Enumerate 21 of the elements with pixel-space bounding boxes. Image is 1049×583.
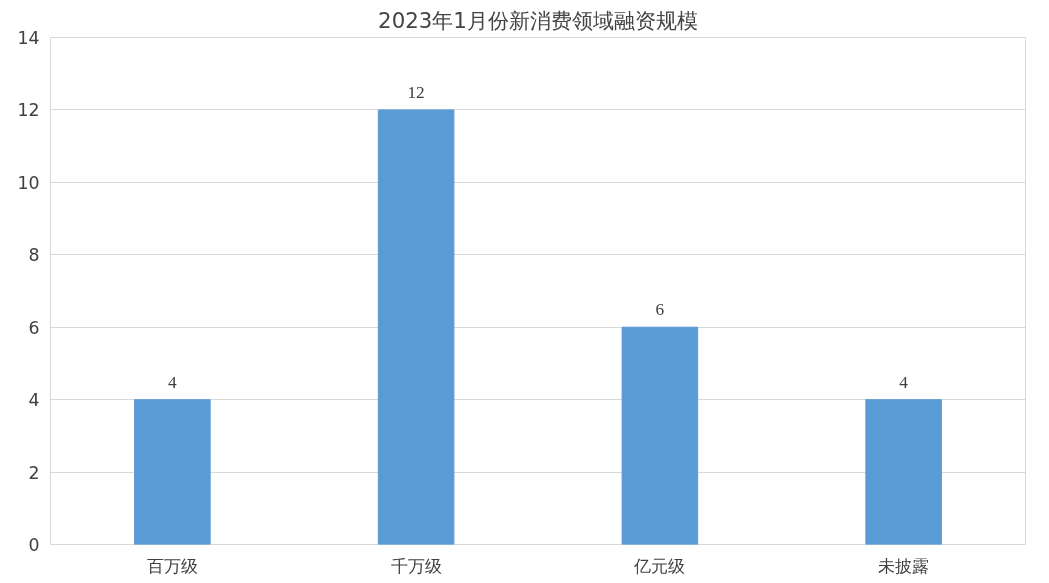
y-tick-label: 0 <box>28 535 40 555</box>
y-tick-label: 6 <box>28 317 40 338</box>
chart-title: 2023年1月份新消费领域融资规模 <box>378 7 698 33</box>
y-tick-label: 2 <box>28 462 40 483</box>
data-label: 4 <box>899 372 909 392</box>
x-tick-label: 百万级 <box>146 555 198 576</box>
bar <box>621 326 699 545</box>
bar <box>377 109 455 545</box>
data-label: 12 <box>407 82 425 102</box>
y-tick-label: 14 <box>17 28 40 48</box>
y-tick-label: 8 <box>28 245 40 266</box>
data-label: 6 <box>655 300 665 320</box>
x-tick-label: 未披露 <box>878 555 930 576</box>
y-tick-label: 4 <box>28 390 40 411</box>
x-tick-label: 千万级 <box>390 555 442 576</box>
bar <box>865 399 942 545</box>
y-tick-label: 10 <box>17 172 40 193</box>
bar <box>134 399 211 545</box>
y-tick-label: 12 <box>17 100 40 121</box>
x-tick-label: 亿元级 <box>633 555 686 576</box>
data-label: 4 <box>168 372 178 392</box>
